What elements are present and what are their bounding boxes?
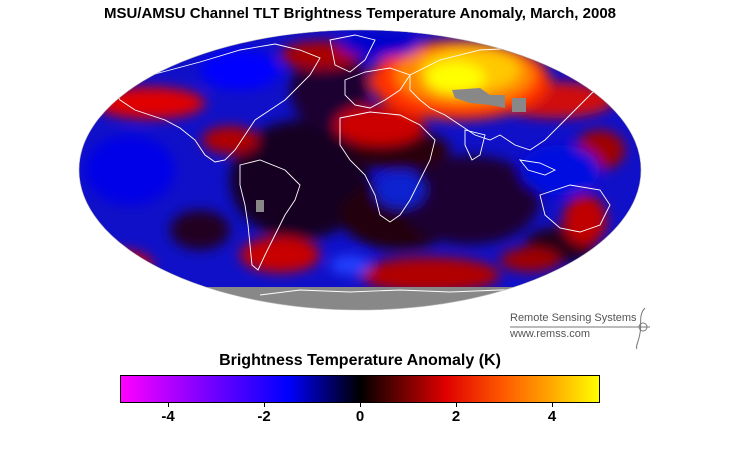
colorbar-tick-label: -2 [257, 408, 271, 425]
colorbar-tick-label: -4 [161, 408, 175, 425]
colorbar-title: Brightness Temperature Anomaly (K) [219, 352, 501, 369]
credit-url: www.remss.com [510, 328, 591, 340]
colorbar-tick-label: 4 [547, 408, 557, 425]
colorbar-tick-mark [456, 403, 457, 407]
colorbar [120, 375, 600, 403]
credit-organization: Remote Sensing Systems [510, 312, 637, 324]
colorbar-tick-label: 0 [355, 408, 365, 425]
colorbar-tick-mark [360, 403, 361, 407]
rss-logo-icon [510, 307, 650, 350]
colorbar-tick-label: 2 [451, 408, 461, 425]
map-title: MSU/AMSU Channel TLT Brightness Temperat… [103, 5, 617, 22]
anomaly-field [79, 30, 641, 310]
colorbar-tick-mark [552, 403, 553, 407]
colorbar-tick-mark [168, 403, 169, 407]
colorbar-tick-mark [264, 403, 265, 407]
